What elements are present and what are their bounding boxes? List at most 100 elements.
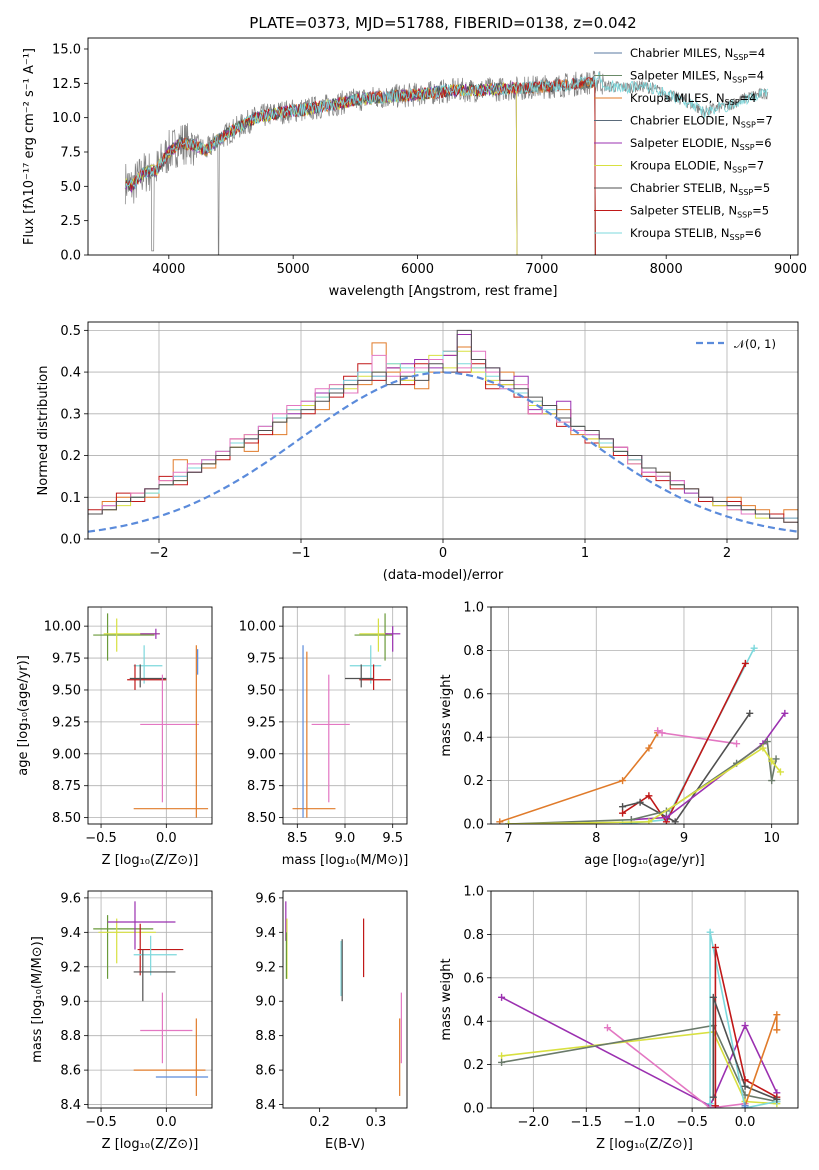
y-axis-label: Normed distribution bbox=[36, 366, 51, 496]
x-tick-label: 9.5 bbox=[382, 831, 403, 846]
legend-entry-label: Salpeter ELODIE, NSSP=6 bbox=[630, 136, 772, 152]
weight-marker bbox=[759, 744, 767, 752]
x-tick-label: −1.5 bbox=[570, 1115, 602, 1130]
y-tick-label: 8.8 bbox=[255, 1029, 276, 1044]
weight-marker bbox=[505, 820, 513, 824]
x-tick-label: 2 bbox=[723, 546, 731, 561]
y-tick-label: 10.0 bbox=[52, 111, 81, 126]
mass-weight-vs-age-panel: 7 8 9 10 0.0 0.2 0.4 0.6 0.8 1.0 age [log₁₀(age/yr… bbox=[439, 601, 799, 868]
x-tick-label: 4000 bbox=[152, 262, 185, 277]
weight-marker bbox=[709, 993, 717, 1001]
legend-entry-label: Chabrier STELIB, NSSP=5 bbox=[630, 181, 770, 197]
x-tick-label: 0.0 bbox=[156, 1115, 177, 1130]
x-axis-label: E(B-V) bbox=[325, 1137, 365, 1152]
weight-marker bbox=[498, 1058, 506, 1066]
x-tick-label: 10 bbox=[763, 831, 780, 846]
x-tick-label: 6000 bbox=[401, 262, 434, 277]
weight-marker bbox=[498, 993, 506, 1001]
weight-marker bbox=[496, 818, 504, 824]
errorbars bbox=[93, 613, 209, 818]
y-tick-label: 9.0 bbox=[255, 995, 276, 1010]
x-tick-label: −0.5 bbox=[676, 1115, 708, 1130]
weight-marker bbox=[773, 1026, 781, 1034]
y-axis-label: mass [log₁₀(M/M⊙)] bbox=[30, 936, 45, 1063]
y-tick-label: 10.00 bbox=[239, 620, 276, 635]
axes-frame bbox=[87, 37, 799, 256]
gaussian-curve bbox=[88, 371, 798, 533]
age-vs-Z-panel: −0.5 0.0 8.50 8.75 9.00 9.25 9.50 9.75 10.00 Z [l… bbox=[16, 606, 213, 868]
x-tick-label: 7 bbox=[504, 831, 512, 846]
residual-panel: −2 −1 0 1 2 0.0 0.1 0.2 0.3 0.4 0.5 (data-model)/er… bbox=[36, 321, 799, 583]
y-axis-label: mass weight bbox=[439, 958, 454, 1040]
weight-marker bbox=[706, 1100, 714, 1108]
legend-entry-label: Salpeter STELIB, NSSP=5 bbox=[630, 204, 769, 220]
x-tick-label: 9.0 bbox=[335, 831, 356, 846]
x-axis-label: Z [log₁₀(Z/Z⊙)] bbox=[102, 1137, 199, 1152]
weight-marker bbox=[733, 740, 741, 748]
x-tick-label: 0.3 bbox=[366, 1115, 387, 1130]
weight-marker bbox=[741, 1082, 749, 1090]
y-tick-label: 0.2 bbox=[463, 1058, 484, 1073]
y-tick-label: 0.0 bbox=[463, 818, 484, 833]
weight-marker bbox=[636, 798, 644, 806]
x-axis-label: age [log₁₀(age/yr)] bbox=[584, 853, 705, 868]
axes-frame bbox=[87, 606, 213, 825]
weight-marker bbox=[741, 1022, 749, 1030]
y-tick-label: 9.50 bbox=[52, 683, 81, 698]
legend-entry-label: Chabrier ELODIE, NSSP=7 bbox=[630, 114, 773, 130]
y-tick-label: 8.75 bbox=[247, 779, 276, 794]
y-tick-label: 0.3 bbox=[60, 407, 81, 422]
weight-marker bbox=[619, 809, 627, 817]
axes-frame bbox=[87, 890, 213, 1109]
y-tick-label: 9.0 bbox=[60, 995, 81, 1010]
weight-line bbox=[714, 947, 778, 1106]
x-axis-label: (data-model)/error bbox=[383, 568, 504, 583]
y-tick-label: 9.75 bbox=[247, 652, 276, 667]
x-tick-label: 7000 bbox=[525, 262, 558, 277]
spectrum-model-line bbox=[124, 71, 769, 190]
y-tick-label: 9.25 bbox=[52, 715, 81, 730]
weight-marker bbox=[773, 1011, 781, 1019]
mass-weight-vs-Z-panel: −2.0 −1.5 −1.0 −0.5 0.0 0.0 0.2 0.4 0.6 0.8 1.0 Z [… bbox=[439, 885, 799, 1152]
legend-entry-label: 𝒩(0, 1) bbox=[734, 337, 776, 351]
legend-entry-label: Kroupa STELIB, NSSP=6 bbox=[630, 226, 761, 242]
x-tick-label: −1.0 bbox=[623, 1115, 655, 1130]
y-tick-label: 0.1 bbox=[60, 491, 81, 506]
legend-entry-label: Chabrier MILES, NSSP=4 bbox=[630, 46, 765, 62]
x-tick-label: −0.5 bbox=[85, 831, 117, 846]
y-tick-label: 8.4 bbox=[60, 1098, 81, 1113]
y-tick-label: 0.6 bbox=[463, 687, 484, 702]
y-tick-label: 9.6 bbox=[255, 891, 276, 906]
weight-marker bbox=[711, 1102, 719, 1108]
weight-line bbox=[606, 1027, 746, 1108]
weight-line bbox=[501, 1024, 777, 1103]
y-tick-label: 1.0 bbox=[463, 885, 484, 900]
weight-marker bbox=[768, 757, 776, 765]
y-tick-label: 8.6 bbox=[255, 1064, 276, 1079]
y-tick-label: 0.0 bbox=[463, 1102, 484, 1117]
weight-line bbox=[499, 732, 659, 823]
weight-marker bbox=[645, 792, 653, 800]
y-tick-label: 0.0 bbox=[60, 533, 81, 548]
residual-histogram bbox=[88, 329, 798, 523]
y-tick-label: 2.5 bbox=[60, 214, 81, 229]
y-tick-label: 9.75 bbox=[52, 652, 81, 667]
weight-lines bbox=[496, 644, 789, 824]
weight-marker bbox=[750, 644, 758, 652]
weight-marker bbox=[498, 1052, 506, 1060]
y-axis-label: Flux [fλ10⁻¹⁷ erg cm⁻² s⁻¹ A⁻¹] bbox=[22, 48, 37, 245]
weight-lines bbox=[498, 928, 781, 1108]
y-tick-label: 7.5 bbox=[60, 145, 81, 160]
weight-line bbox=[712, 997, 778, 1101]
y-tick-label: 8.8 bbox=[60, 1029, 81, 1044]
axes-frame bbox=[282, 890, 408, 1109]
y-tick-label: 15.0 bbox=[52, 42, 81, 57]
x-tick-label: 9 bbox=[680, 831, 688, 846]
legend-entry-label: Salpeter MILES, NSSP=4 bbox=[630, 69, 764, 85]
y-axis-label: mass weight bbox=[439, 674, 454, 756]
weight-marker bbox=[773, 1095, 781, 1103]
spectrum-model-line bbox=[124, 77, 596, 255]
x-tick-label: 0.0 bbox=[735, 1115, 756, 1130]
x-tick-label: −1 bbox=[291, 546, 310, 561]
